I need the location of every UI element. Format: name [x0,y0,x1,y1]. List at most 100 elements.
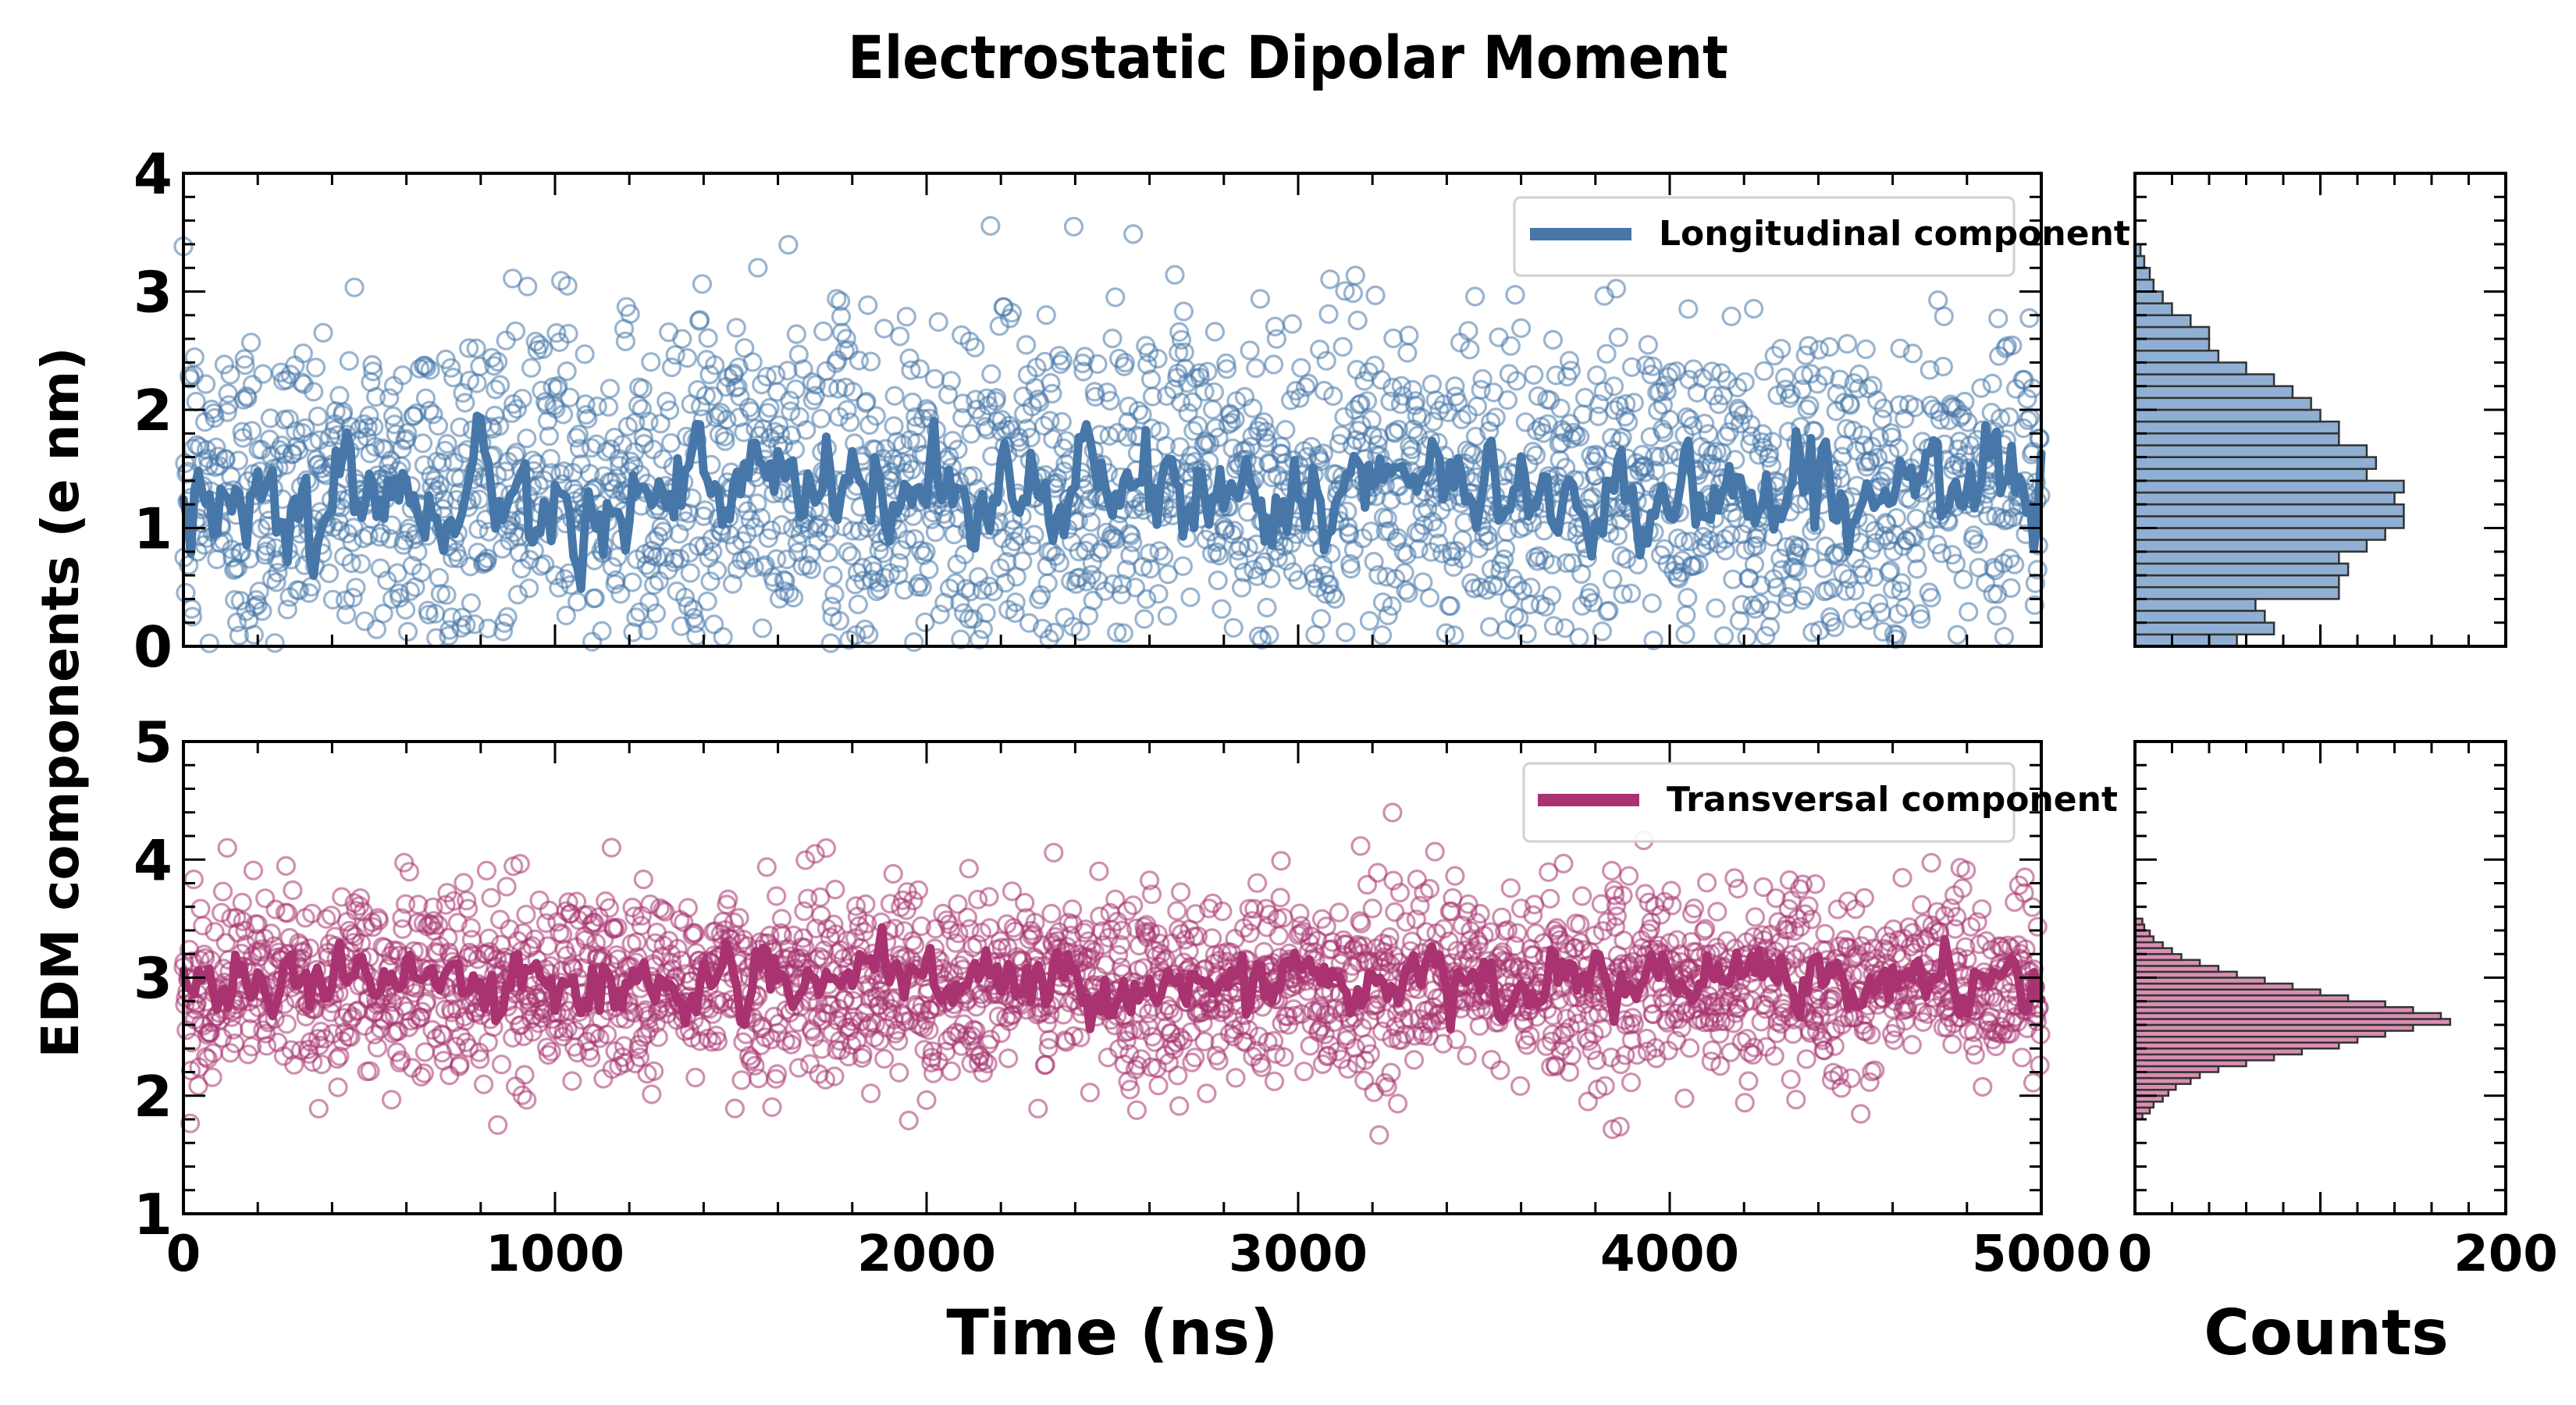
top-scatter-point [1020,427,1041,448]
top-scatter-point [242,421,262,441]
top-scatter-point [780,390,800,411]
top-scatter-point [1047,468,1068,489]
longitudinal-histogram-bar [2133,444,2368,458]
top-scatter-point [665,345,685,365]
top-scatter-point [884,386,905,406]
longitudinal-histogram-bar [2133,290,2164,304]
top-scatter-point [517,428,537,449]
top-scatter-point [244,624,264,645]
top-scatter-point [566,428,587,448]
top-scatter-point [503,269,523,289]
top-scatter-point [705,355,725,375]
top-scatter-point [322,589,343,610]
top-scatter-point [242,375,263,395]
top-scatter-point [199,633,219,653]
top-scatter-point [521,357,542,378]
top-scatter-point [1048,346,1069,366]
top-scatter-point [953,603,974,623]
longitudinal-histogram-bar [2133,527,2386,541]
top-scatter-point [336,604,357,624]
longitudinal-histogram-bar [2133,420,2340,435]
top-scatter-point [1042,383,1062,404]
top-scatter-point [760,397,780,418]
top-scatter-point [909,573,930,594]
top-scatter-point [486,379,506,400]
top-scatter-point [541,463,561,483]
top-scatter-point [241,333,262,353]
top-scatter-point [464,614,485,635]
top-scatter-point [397,422,418,443]
top-scatter-point [260,408,280,429]
top-scatter-point [856,391,877,412]
top-scatter-point [742,352,763,372]
top-scatter-point [1081,564,1101,585]
top-scatter-point [214,354,234,375]
longitudinal-histogram-bar [2133,373,2275,387]
top-scatter-point [855,619,875,639]
top-scatter-point [308,406,328,427]
top-scatter-point [941,371,962,391]
top-scatter-point [535,554,555,574]
top-scatter-point [683,599,703,620]
longitudinal-histogram-bar [2133,621,2275,636]
top-scatter-point [366,386,386,407]
top-scatter-point [896,307,916,327]
top-scatter-point [905,528,925,550]
top-scatter-point [488,351,508,372]
top-scatter-point [568,424,589,445]
longitudinal-histogram-bar [2133,325,2211,340]
top-scatter-point [672,329,692,349]
top-scatter-point [610,456,630,476]
top-scatter-point [341,553,361,574]
longitudinal-histogram-bar [2133,468,2368,482]
top-scatter-point [639,411,659,432]
top-scatter-point [425,470,445,491]
longitudinal-histogram-bar [2133,432,2340,446]
top-scatter-point [841,546,862,566]
top-scatter-point [418,604,439,624]
top-scatter-point [436,585,457,605]
top-scatter-point [450,417,470,438]
top-scatter-point [902,459,922,480]
top-scatter-point [344,277,365,297]
top-scatter-point [277,599,297,620]
top-scatter-point [751,507,771,528]
top-scatter-point [411,562,432,583]
longitudinal-histogram-bar [2133,397,2312,411]
top-scatter-point [806,375,826,395]
top-scatter-point [400,581,421,602]
top-scatter-point [539,426,560,446]
top-scatter-point [519,578,539,599]
top-scatter-point [692,274,713,294]
top-scatter-point [715,431,735,451]
top-scatter-point [395,599,416,620]
top-scatter-point [747,493,767,514]
top-scatter-point [187,435,207,455]
top-scatter-point [232,422,252,442]
top-scatter-point [1070,621,1091,642]
top-scatter-point [393,365,413,386]
top-scatter-point [1012,551,1033,571]
top-scatter-point [699,365,720,385]
longitudinal-histogram-bar [2133,503,2405,518]
top-scatter-point [842,521,863,541]
top-scatter-point [592,621,612,641]
top-scatter-point [607,546,628,567]
top-scatter-point [1005,603,1025,624]
top-scatter-point [659,400,680,421]
top-scatter-point [756,366,777,387]
top-scatter-point [981,364,1002,384]
top-scatter-point [557,276,578,296]
top-scatter-point [441,357,461,378]
top-scatter-point [1010,438,1030,458]
top-scatter-point [217,402,237,422]
top-scatter-point [821,596,841,617]
longitudinal-histogram-bar [2133,550,2340,565]
top-scatter-point [1016,335,1037,355]
top-scatter-point [786,324,807,344]
top-scatter-point [969,629,990,650]
top-scatter-point [620,304,640,324]
top-scatter-point [456,614,476,635]
top-scatter-point [904,631,924,653]
